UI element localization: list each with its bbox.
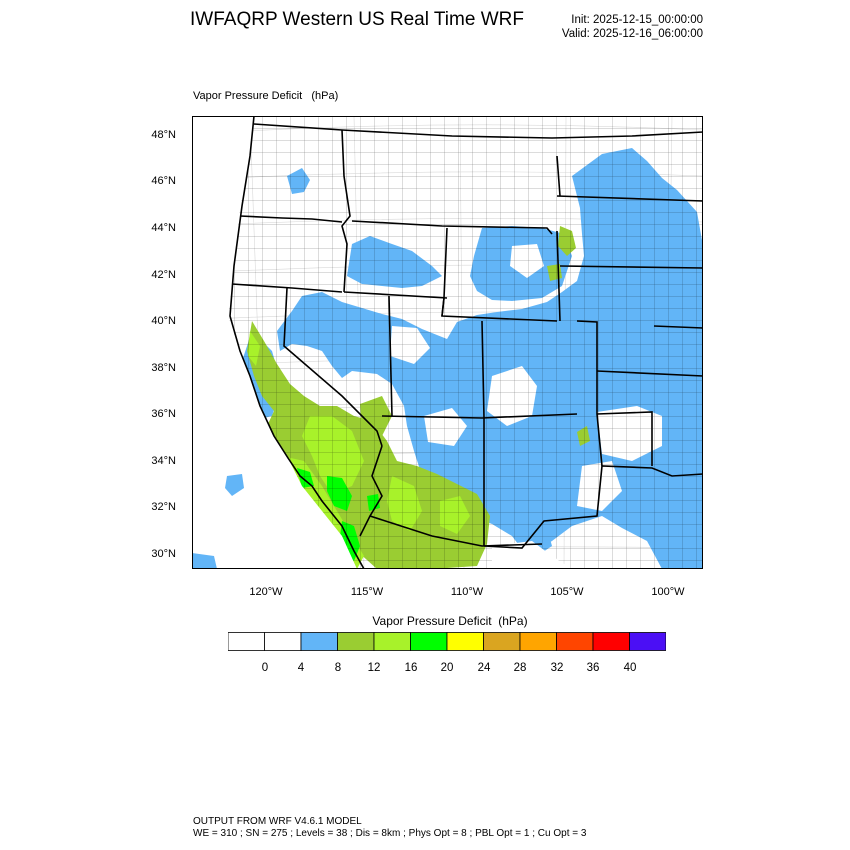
colorbar-label: 36 [586,662,600,674]
colorbar-label: 32 [550,662,564,674]
lat-label-40: 40°N [151,315,176,327]
colorbar-swatch [629,632,666,651]
lat-label-48: 48°N [151,129,176,141]
ocean-edge-blue [192,474,244,569]
colorbar-label: 24 [477,662,491,674]
ocean [192,116,357,569]
lat-label-46: 46°N [151,175,176,187]
lon-label-110w: 110°W [450,586,484,598]
colorbar-swatch [264,632,302,651]
colorbar-swatch [446,632,484,651]
map-subtitle: Vapor Pressure Deficit (hPa) [193,90,339,102]
lat-label-38: 38°N [151,362,176,374]
lon-label-120w: 120°W [249,586,283,598]
colorbar-swatch [556,632,594,651]
colorbar-label: 8 [334,662,342,674]
lon-label-105w: 105°W [550,586,584,598]
lat-label-36: 36°N [151,408,176,420]
colorbar [228,632,666,651]
colorbar-label: 20 [440,662,454,674]
footer-model-info: OUTPUT FROM WRF V4.6.1 MODEL [193,816,362,827]
plot-title: IWFAQRP Western US Real Time WRF [190,9,524,30]
state-borders [229,116,703,569]
colorbar-label: 28 [513,662,527,674]
colorbar-swatch [519,632,557,651]
footer-config-info: WE = 310 ; SN = 275 ; Levels = 38 ; Dis … [193,828,587,839]
lat-label-44: 44°N [151,222,176,234]
colorbar-swatch [337,632,375,651]
colorbar-label: 16 [404,662,418,674]
vpd-map [192,116,703,569]
colorbar-label: 40 [623,662,637,674]
lat-label-30: 30°N [151,548,176,560]
lat-label-32: 32°N [151,501,176,513]
colorbar-swatch [373,632,411,651]
colorbar-label: 12 [367,662,381,674]
colorbar-swatch [300,632,338,651]
colorbar-label: 0 [261,662,269,674]
map-border [192,116,703,569]
colorbar-swatch [592,632,630,651]
lon-label-100w: 100°W [651,586,685,598]
colorbar-title: Vapor Pressure Deficit (hPa) [372,614,528,628]
lon-label-115w: 115°W [350,586,384,598]
colorbar-swatch [410,632,448,651]
colorbar-swatch [483,632,521,651]
colorbar-swatch [228,632,265,651]
lat-label-42: 42°N [151,269,176,281]
colorbar-label: 4 [297,662,305,674]
lat-label-34: 34°N [151,455,176,467]
init-time: Init: 2025-12-15_00:00:00 [571,14,703,26]
valid-time: Valid: 2025-12-16_06:00:00 [561,28,703,40]
